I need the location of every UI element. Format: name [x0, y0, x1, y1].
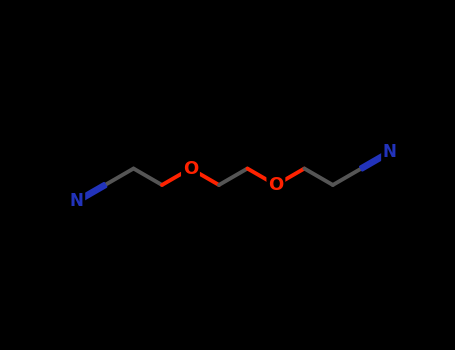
Text: O: O [268, 176, 283, 194]
Text: O: O [183, 160, 198, 177]
Text: N: N [383, 143, 397, 161]
Text: N: N [70, 193, 84, 210]
